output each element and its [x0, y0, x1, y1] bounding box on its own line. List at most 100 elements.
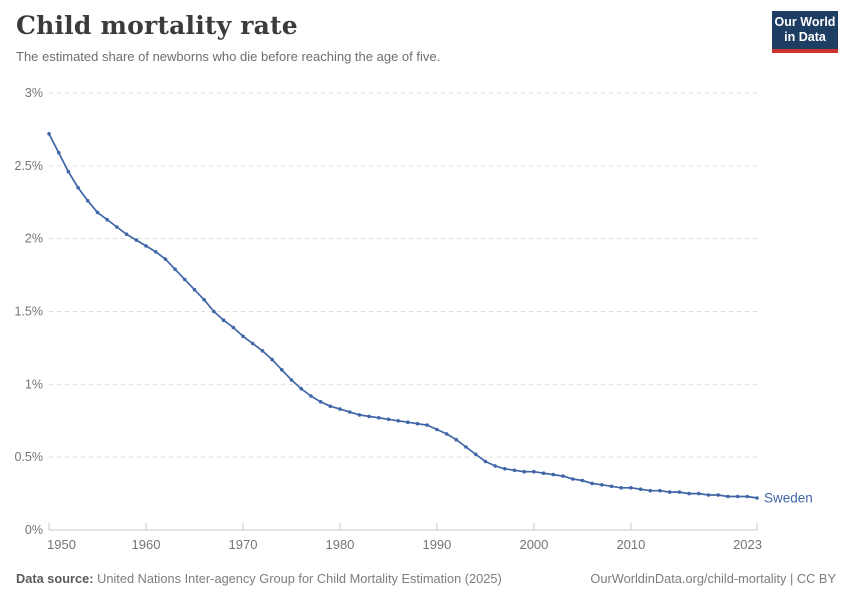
data-point[interactable] [415, 421, 420, 426]
data-point[interactable] [86, 199, 90, 203]
data-point[interactable] [726, 494, 730, 499]
data-point[interactable] [503, 467, 507, 471]
data-point[interactable] [551, 472, 556, 477]
data-point[interactable] [580, 478, 585, 483]
data-point[interactable] [95, 210, 100, 215]
data-point[interactable] [658, 488, 662, 493]
data-point[interactable] [212, 309, 216, 314]
data-point[interactable] [735, 494, 740, 499]
data-point[interactable] [522, 469, 526, 474]
x-axis-label: 1990 [422, 537, 451, 552]
data-point[interactable] [425, 423, 430, 427]
owid-logo-line1: Our World [774, 14, 836, 29]
data-point[interactable] [706, 493, 711, 497]
data-point[interactable] [173, 267, 177, 272]
data-point[interactable] [638, 487, 643, 492]
data-point[interactable] [667, 490, 672, 494]
data-point[interactable] [328, 404, 333, 409]
data-source: Data source: United Nations Inter-agency… [16, 571, 502, 586]
chart-header: Child mortality rate The estimated share… [16, 11, 838, 64]
data-point[interactable] [697, 491, 701, 496]
data-point[interactable] [464, 445, 468, 449]
y-axis-label: 3% [25, 86, 43, 100]
x-axis-label: 2023 [733, 537, 762, 552]
data-point[interactable] [221, 318, 226, 322]
data-point[interactable] [47, 132, 51, 136]
data-point[interactable] [745, 494, 750, 499]
data-point[interactable] [541, 471, 546, 476]
data-point[interactable] [338, 407, 342, 411]
y-axis-label: 1% [25, 377, 43, 391]
data-point[interactable] [105, 217, 109, 222]
data-point[interactable] [590, 481, 594, 486]
x-axis-label: 2010 [616, 537, 645, 552]
y-axis-label: 1.5% [15, 305, 44, 319]
data-point[interactable] [289, 378, 294, 382]
data-point[interactable] [561, 474, 565, 478]
data-point[interactable] [444, 432, 449, 436]
data-point[interactable] [386, 417, 391, 422]
data-source-label: Data source: [16, 571, 94, 586]
y-axis-label: 2.5% [15, 159, 44, 173]
data-point[interactable] [677, 490, 682, 494]
data-point[interactable] [648, 488, 653, 493]
data-point[interactable] [241, 334, 245, 339]
chart-subtitle: The estimated share of newborns who die … [16, 49, 441, 64]
data-point[interactable] [270, 357, 274, 362]
chart-heading-block: Child mortality rate The estimated share… [16, 11, 440, 64]
data-point[interactable] [619, 486, 623, 490]
x-axis-label: 1970 [229, 537, 258, 552]
data-point[interactable] [454, 437, 459, 442]
data-point[interactable] [76, 185, 80, 190]
data-point[interactable] [144, 244, 148, 248]
data-point[interactable] [377, 416, 381, 420]
data-point[interactable] [600, 483, 604, 487]
data-point[interactable] [183, 277, 187, 282]
data-point[interactable] [124, 232, 129, 237]
footer-link[interactable]: OurWorldinData.org/child-mortality | CC … [590, 571, 836, 586]
data-point[interactable] [755, 496, 759, 500]
data-point[interactable] [192, 287, 197, 292]
x-axis-label: 1960 [132, 537, 161, 552]
data-point[interactable] [347, 410, 352, 414]
data-point[interactable] [367, 414, 371, 419]
data-point[interactable] [687, 491, 691, 496]
data-point[interactable] [202, 298, 206, 302]
data-point[interactable] [56, 150, 61, 155]
chart-footer: Data source: United Nations Inter-agency… [16, 571, 836, 586]
data-point[interactable] [512, 468, 517, 473]
data-point[interactable] [570, 477, 575, 481]
data-point[interactable] [231, 325, 236, 330]
data-point[interactable] [629, 486, 633, 490]
sweden-line[interactable] [48, 132, 758, 499]
data-point[interactable] [309, 394, 313, 398]
data-point[interactable] [716, 493, 720, 497]
data-point[interactable] [473, 452, 478, 457]
data-point[interactable] [115, 225, 119, 229]
y-axis-label: 0.5% [15, 450, 44, 464]
data-point[interactable] [134, 238, 139, 242]
x-axis-label: 1950 [47, 537, 76, 552]
data-point[interactable] [153, 250, 158, 254]
data-point[interactable] [299, 386, 304, 391]
line-chart: 0% 0.5% 1% 1.5% 2% 2.5% 3% 1950 1960 1970 1980 1990… [15, 86, 813, 552]
data-point[interactable] [163, 257, 168, 261]
data-point[interactable] [493, 464, 497, 468]
data-point[interactable] [609, 484, 614, 489]
x-axis-label: 2000 [519, 537, 548, 552]
data-point[interactable] [357, 413, 362, 417]
data-point[interactable] [396, 419, 401, 423]
data-point[interactable] [250, 341, 255, 346]
chart-title: Child mortality rate [16, 11, 298, 40]
data-point[interactable] [280, 368, 284, 372]
data-point[interactable] [66, 169, 71, 174]
data-point[interactable] [406, 420, 410, 425]
owid-logo[interactable]: Our World in Data [772, 11, 838, 53]
data-point[interactable] [318, 400, 323, 404]
data-point[interactable] [532, 469, 536, 474]
series-label-sweden: Sweden [764, 490, 813, 505]
data-point[interactable] [483, 459, 488, 464]
data-point[interactable] [260, 349, 265, 353]
data-point[interactable] [435, 427, 439, 432]
